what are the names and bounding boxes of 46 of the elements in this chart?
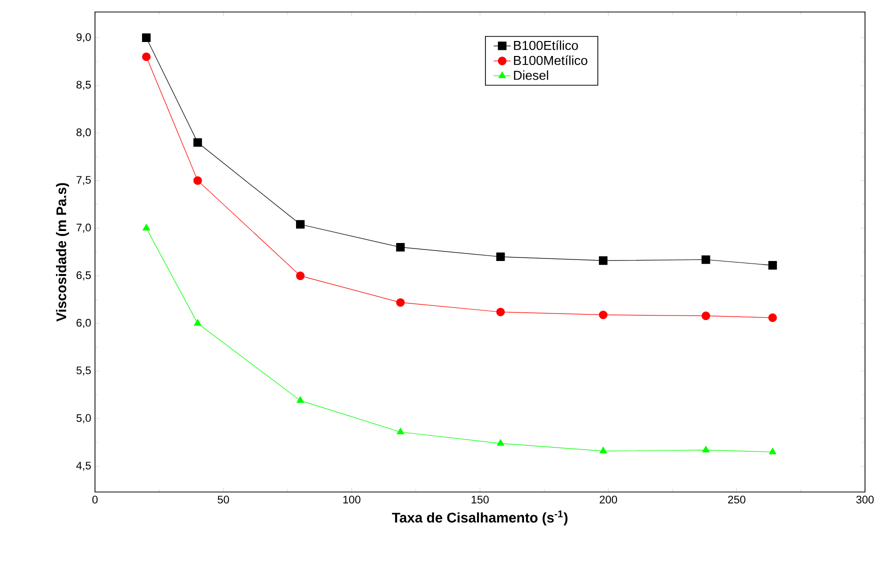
point xyxy=(194,319,202,326)
point xyxy=(598,256,608,265)
point xyxy=(142,224,150,230)
point xyxy=(396,428,404,434)
y-tick-label: 5,0 xyxy=(76,414,91,424)
point xyxy=(296,220,305,229)
y-tick-label: 8,5 xyxy=(76,80,91,90)
y-tick-label: 9,0 xyxy=(76,33,91,42)
point xyxy=(396,298,405,307)
point xyxy=(142,33,151,42)
legend-label: B100Metílico xyxy=(514,55,588,66)
x-tick-label: 50 xyxy=(218,496,229,504)
point xyxy=(496,439,504,446)
point xyxy=(142,52,151,62)
point xyxy=(296,396,304,403)
legend-label: Diesel xyxy=(514,70,548,80)
x-tick-label: 200 xyxy=(600,496,618,504)
y-tick-label: 8,0 xyxy=(76,128,91,138)
y-tick-label: 7,5 xyxy=(76,176,91,186)
point xyxy=(702,312,710,320)
x-axis-title: Taxa de Cisalhamento (s$^{-1}$) xyxy=(392,510,568,526)
x-tick-label: 150 xyxy=(472,496,489,504)
point xyxy=(702,255,710,264)
point xyxy=(768,448,776,454)
x-tick-label: 300 xyxy=(856,496,874,504)
point xyxy=(296,272,305,280)
x-tick-label: 250 xyxy=(728,496,746,504)
y-tick-label: 5,5 xyxy=(76,366,91,376)
point xyxy=(193,176,202,185)
point xyxy=(702,446,710,452)
y-tick-label: 6,5 xyxy=(76,271,91,280)
x-tick-label: 100 xyxy=(343,496,360,504)
y-axis-title: Viscosidade (m Pa.s) xyxy=(56,183,70,322)
legend-label: B100Etílico xyxy=(514,40,578,50)
point xyxy=(496,308,505,316)
point xyxy=(396,242,405,252)
x-tick-label: 0 xyxy=(92,496,98,504)
point xyxy=(768,313,777,322)
point xyxy=(768,261,777,270)
y-tick-label: 6,0 xyxy=(76,318,91,328)
point xyxy=(599,446,607,454)
point xyxy=(193,138,202,147)
point xyxy=(496,252,505,262)
y-tick-label: 7,0 xyxy=(76,224,91,233)
point xyxy=(598,310,608,320)
y-tick-label: 4,5 xyxy=(76,462,91,471)
